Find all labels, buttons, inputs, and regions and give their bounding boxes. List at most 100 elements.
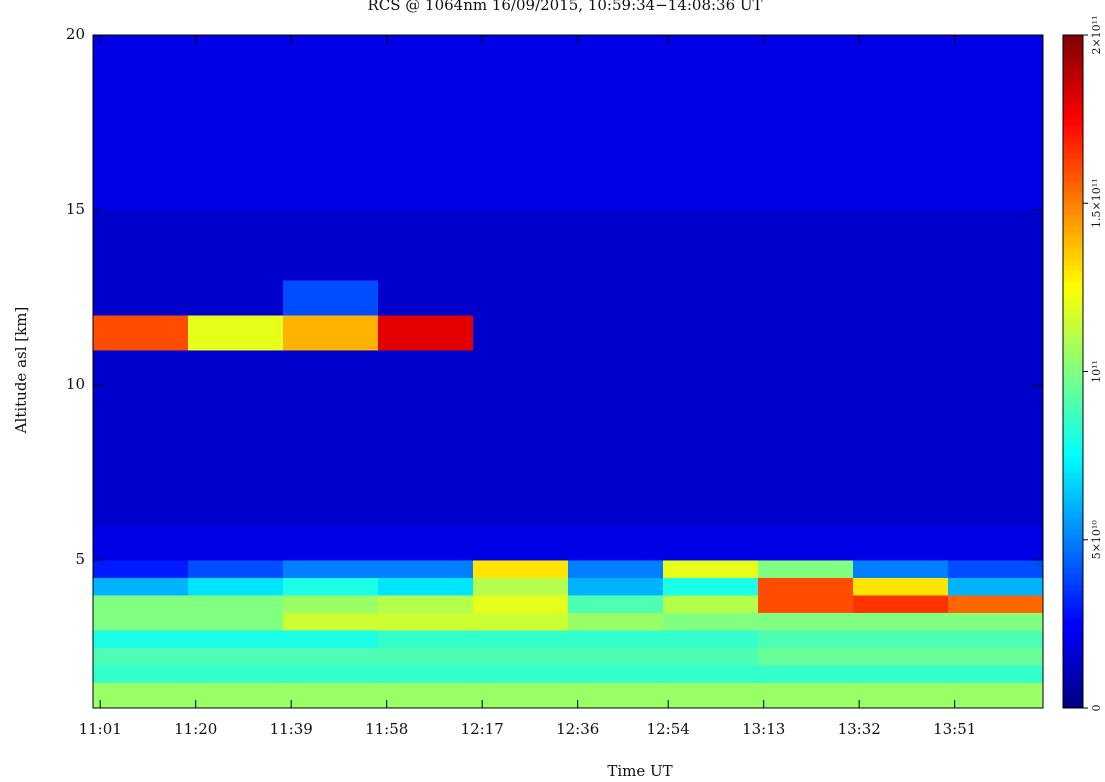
colorbar-stripe bbox=[1063, 444, 1083, 451]
heatmap-cell bbox=[378, 577, 474, 596]
colorbar-stripe bbox=[1063, 135, 1083, 143]
heatmap-cell bbox=[568, 209, 664, 281]
colorbar-tick-label: 5×10¹⁰ bbox=[1090, 520, 1103, 560]
colorbar-stripe bbox=[1063, 517, 1083, 524]
heatmap-cell bbox=[378, 664, 474, 683]
heatmap-cell bbox=[283, 647, 379, 666]
heatmap-cell bbox=[378, 454, 474, 526]
heatmap-cell bbox=[663, 384, 759, 456]
colorbar-stripe bbox=[1063, 57, 1083, 64]
heatmap-cell bbox=[473, 35, 569, 211]
colorbar bbox=[1063, 35, 1083, 709]
heatmap-cell bbox=[663, 612, 759, 631]
colorbar-stripe bbox=[1063, 494, 1083, 501]
y-tick-label: 20 bbox=[66, 25, 85, 43]
heatmap-cell bbox=[948, 612, 1044, 631]
heatmap-cell bbox=[93, 349, 189, 386]
heatmap-cell bbox=[663, 209, 759, 281]
heatmap-cell bbox=[948, 647, 1044, 666]
colorbar-tick-label: 10¹¹ bbox=[1090, 360, 1103, 383]
heatmap-cell bbox=[948, 664, 1044, 683]
colorbar-stripe bbox=[1063, 455, 1083, 462]
colorbar-stripe bbox=[1063, 696, 1083, 703]
heatmap-cell bbox=[758, 454, 854, 526]
colorbar-stripe bbox=[1063, 276, 1083, 283]
heatmap-cell bbox=[93, 577, 189, 596]
heatmap-cell bbox=[188, 209, 284, 281]
colorbar-stripe bbox=[1063, 197, 1083, 204]
heatmap-cell bbox=[853, 647, 949, 666]
heatmap-cell bbox=[948, 209, 1044, 281]
colorbar-stripe bbox=[1063, 119, 1083, 126]
heatmap-cell bbox=[758, 279, 854, 316]
x-tick-label: 11:39 bbox=[270, 720, 313, 738]
colorbar-stripe bbox=[1063, 567, 1083, 574]
heatmap-cell bbox=[93, 594, 189, 613]
heatmap-cell bbox=[473, 594, 569, 613]
colorbar-stripe bbox=[1063, 377, 1083, 384]
x-tick-label: 13:32 bbox=[838, 720, 881, 738]
heatmap-cell bbox=[473, 209, 569, 281]
heatmap-cell bbox=[283, 682, 379, 709]
colorbar-stripe bbox=[1063, 405, 1083, 412]
colorbar-stripe bbox=[1063, 192, 1083, 199]
colorbar-stripe bbox=[1063, 416, 1083, 423]
colorbar-stripe bbox=[1063, 248, 1083, 255]
heatmap-cell bbox=[378, 524, 474, 561]
colorbar-stripe bbox=[1063, 668, 1083, 675]
colorbar-stripe bbox=[1063, 231, 1083, 238]
colorbar-stripe bbox=[1063, 158, 1083, 165]
colorbar-stripe bbox=[1063, 663, 1083, 670]
x-tick-label: 12:17 bbox=[461, 720, 504, 738]
heatmap-cell bbox=[93, 612, 189, 631]
heatmap-cell bbox=[758, 594, 854, 613]
y-tick-label: 15 bbox=[66, 200, 85, 218]
colorbar-stripe bbox=[1063, 85, 1083, 92]
heatmap-cell bbox=[473, 384, 569, 456]
heatmap-cell bbox=[283, 209, 379, 281]
heatmap-cell bbox=[663, 647, 759, 666]
heatmap-cell bbox=[948, 629, 1044, 648]
colorbar-stripe bbox=[1063, 315, 1083, 322]
colorbar-stripe bbox=[1063, 646, 1083, 653]
heatmap-cell bbox=[758, 559, 854, 578]
heatmap-cell bbox=[663, 559, 759, 578]
colorbar-stripe bbox=[1063, 35, 1083, 42]
heatmap-cell bbox=[758, 682, 854, 709]
colorbar-stripe bbox=[1063, 96, 1083, 103]
colorbar-stripe bbox=[1063, 472, 1083, 479]
colorbar-stripe bbox=[1063, 629, 1083, 636]
colorbar-stripe bbox=[1063, 349, 1083, 356]
colorbar-stripe bbox=[1063, 147, 1083, 154]
colorbar-stripe bbox=[1063, 556, 1083, 563]
colorbar-stripe bbox=[1063, 225, 1083, 232]
heatmap-cell bbox=[473, 629, 569, 648]
heatmap-cells bbox=[93, 35, 1044, 709]
colorbar-stripe bbox=[1063, 382, 1083, 389]
heatmap-cell bbox=[378, 647, 474, 666]
heatmap-cell bbox=[568, 682, 664, 709]
colorbar-stripe bbox=[1063, 399, 1083, 406]
colorbar-stripe bbox=[1063, 337, 1083, 344]
x-tick-label: 13:51 bbox=[933, 720, 976, 738]
heatmap-cell bbox=[378, 349, 474, 386]
colorbar-stripe bbox=[1063, 500, 1083, 507]
colorbar-stripe bbox=[1063, 113, 1083, 120]
heatmap-cell bbox=[853, 594, 949, 613]
heatmap-cell bbox=[853, 314, 949, 351]
heatmap-cell bbox=[948, 577, 1044, 596]
heatmap-cell bbox=[378, 209, 474, 281]
heatmap-cell bbox=[188, 349, 284, 386]
heatmap-cell bbox=[378, 384, 474, 456]
heatmap-cell bbox=[188, 664, 284, 683]
heatmap-cell bbox=[93, 559, 189, 578]
heatmap-cell bbox=[948, 454, 1044, 526]
x-tick-label: 11:20 bbox=[174, 720, 217, 738]
heatmap-cell bbox=[188, 35, 284, 211]
heatmap-cell bbox=[283, 559, 379, 578]
heatmap-cell bbox=[473, 664, 569, 683]
heatmap-cell bbox=[473, 349, 569, 386]
heatmap-cell bbox=[188, 559, 284, 578]
colorbar-stripe bbox=[1063, 371, 1083, 378]
colorbar-stripe bbox=[1063, 74, 1083, 81]
